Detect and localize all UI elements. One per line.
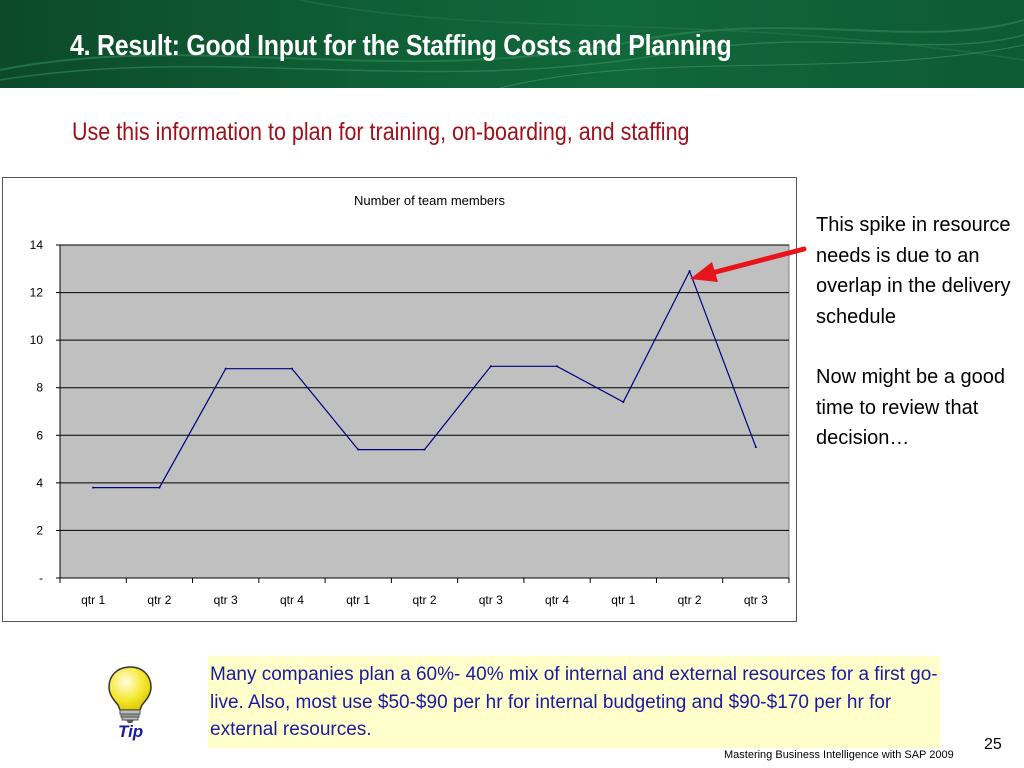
header-swirl-decoration xyxy=(0,0,1024,88)
x-tick-label: qtr 2 xyxy=(678,593,702,607)
data-point xyxy=(224,367,227,370)
y-tick-label: 8 xyxy=(36,381,43,395)
plot-area xyxy=(59,244,790,579)
y-tick-label: 2 xyxy=(36,523,43,537)
y-tick-label: 4 xyxy=(36,476,43,490)
tip-text: Many companies plan a 60%- 40% mix of in… xyxy=(210,664,938,740)
data-point xyxy=(290,367,293,370)
x-tick-label: qtr 3 xyxy=(479,593,503,607)
y-tick-label: 6 xyxy=(36,428,43,442)
tip-box: Many companies plan a 60%- 40% mix of in… xyxy=(208,656,940,748)
x-tick-label: qtr 3 xyxy=(214,593,238,607)
tip-label: Tip xyxy=(118,722,144,741)
lightbulb-icon xyxy=(108,666,152,723)
data-point xyxy=(489,365,492,368)
x-tick-label: qtr 2 xyxy=(147,593,171,607)
slide-subtitle: Use this information to plan for trainin… xyxy=(72,118,690,146)
data-point xyxy=(622,400,625,403)
line-chart: Number of team members - 2 4 6 8 10 12 14 qtr 1 qt… xyxy=(30,193,790,607)
x-tick-label: qtr 4 xyxy=(545,593,569,607)
x-tick-label: qtr 4 xyxy=(280,593,304,607)
data-point xyxy=(556,365,559,368)
y-tick-label: - xyxy=(39,571,43,585)
red-arrow-icon xyxy=(690,246,807,282)
data-point xyxy=(357,448,360,451)
data-point xyxy=(754,446,757,449)
y-tick-label: 12 xyxy=(30,286,44,300)
x-tick-label: qtr 1 xyxy=(611,593,635,607)
note-paragraph-2: Now might be a good time to review that … xyxy=(816,366,1006,449)
chart-title: Number of team members xyxy=(354,193,505,208)
footer-text: Mastering Business Intelligence with SAP… xyxy=(724,749,954,761)
data-point xyxy=(158,486,161,489)
data-point xyxy=(92,486,95,489)
y-tick-label: 10 xyxy=(30,333,44,347)
note-paragraph-1: This spike in resource needs is due to a… xyxy=(816,214,1011,328)
data-point xyxy=(688,270,691,273)
x-tick-label: qtr 2 xyxy=(412,593,436,607)
y-tick-label: 14 xyxy=(30,238,44,252)
slide-header: 4. Result: Good Input for the Staffing C… xyxy=(0,0,1024,88)
x-tick-label: qtr 1 xyxy=(81,593,105,607)
slide-title: 4. Result: Good Input for the Staffing C… xyxy=(70,30,732,62)
callout-note: This spike in resource needs is due to a… xyxy=(816,210,1021,484)
x-tick-label: qtr 1 xyxy=(346,593,370,607)
data-point xyxy=(423,448,426,451)
x-tick-label: qtr 3 xyxy=(744,593,768,607)
page-number: 25 xyxy=(984,736,1002,753)
chart-container: Number of team members - 2 4 6 8 10 12 14 qtr 1 qt… xyxy=(2,177,797,622)
